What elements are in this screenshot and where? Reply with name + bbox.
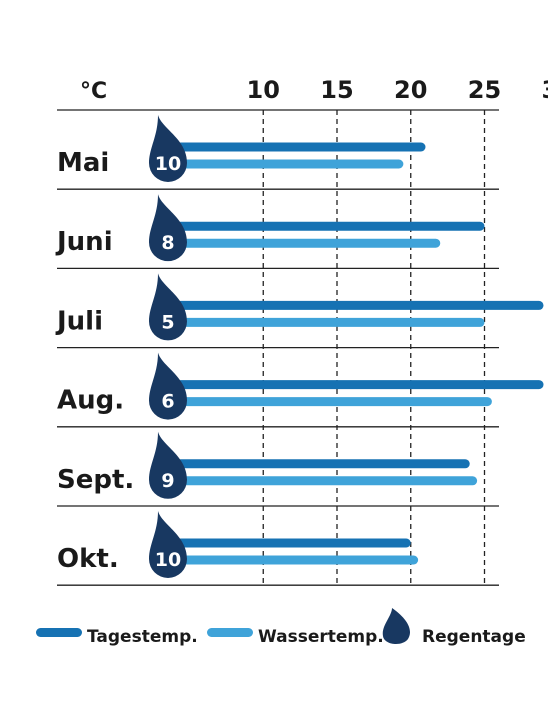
legend-swatch-day xyxy=(36,628,82,637)
legend: Tagestemp. Wassertemp. Regentage xyxy=(36,608,526,647)
month-label: Mai xyxy=(57,148,109,178)
unit-label: °C xyxy=(80,79,107,104)
rain-drop-icon xyxy=(149,194,187,262)
x-tick-label: 20 xyxy=(394,76,427,104)
bar-tagestemp xyxy=(176,538,411,548)
legend-label-water: Wassertemp. xyxy=(258,627,384,647)
bar-tagestemp xyxy=(176,142,426,152)
rain-drop-icon xyxy=(149,352,187,420)
bar-wassertemp xyxy=(176,159,404,169)
x-tick-label: 10 xyxy=(247,76,280,104)
month-label: Okt. xyxy=(57,544,119,574)
x-tick-label: 15 xyxy=(320,76,353,104)
legend-swatch-water xyxy=(207,628,253,637)
bar-tagestemp xyxy=(176,380,544,390)
bar-wassertemp xyxy=(176,397,492,407)
bar-tagestemp xyxy=(176,221,485,231)
month-label: Juni xyxy=(55,227,113,257)
x-tick-label: 30 xyxy=(542,76,548,104)
x-tick-labels: 10 15 20 25 30 xyxy=(247,76,548,104)
regentage-value: 8 xyxy=(161,232,174,254)
bar-wassertemp xyxy=(176,555,419,565)
rain-drop-icon xyxy=(149,511,187,578)
legend-drop-icon xyxy=(382,608,411,645)
regentage-value: 9 xyxy=(161,470,174,492)
month-label: Sept. xyxy=(57,465,134,495)
rain-drop-icon xyxy=(149,431,187,499)
month-label: Aug. xyxy=(57,386,124,416)
row-4: Sept. 9 xyxy=(57,431,478,499)
regentage-value: 10 xyxy=(155,549,181,571)
chart-rows: Mai 10 Juni 8 Juli 5 Aug. 6 Sept. 9 Okt. 10 xyxy=(55,115,544,578)
bar-tagestemp xyxy=(176,459,470,469)
row-1: Juni 8 xyxy=(55,194,485,262)
regentage-value: 6 xyxy=(161,391,174,413)
legend-label-day: Tagestemp. xyxy=(87,627,198,647)
bar-wassertemp xyxy=(176,317,485,327)
regentage-value: 5 xyxy=(161,311,174,333)
row-2: Juli 5 xyxy=(55,273,544,341)
month-label: Juli xyxy=(55,306,103,336)
row-5: Okt. 10 xyxy=(57,511,419,578)
regentage-value: 10 xyxy=(155,153,181,175)
row-3: Aug. 6 xyxy=(57,352,544,420)
bar-wassertemp xyxy=(176,238,441,248)
rain-drop-icon xyxy=(149,273,187,341)
rain-drop-icon xyxy=(149,115,187,182)
x-tick-label: 25 xyxy=(468,76,501,104)
grid xyxy=(57,109,499,586)
row-0: Mai 10 xyxy=(57,115,426,182)
bar-tagestemp xyxy=(176,300,544,310)
legend-label-drop: Regentage xyxy=(422,627,526,647)
bar-wassertemp xyxy=(176,476,478,486)
